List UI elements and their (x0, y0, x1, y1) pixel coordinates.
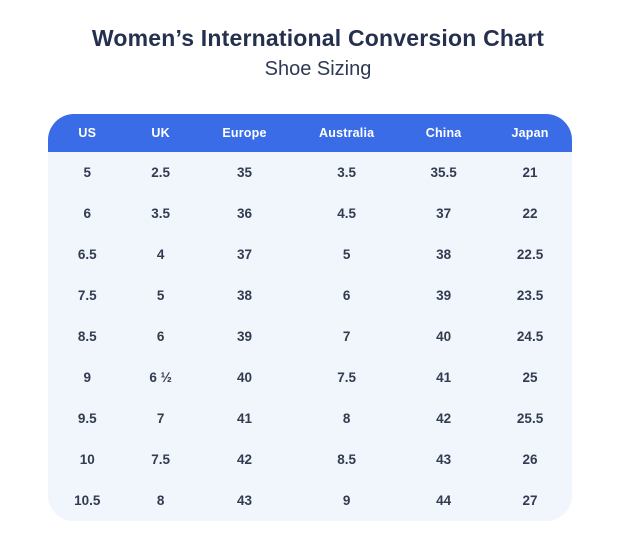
table-cell: 27 (488, 479, 572, 521)
table-row: 6 3.5 36 4.5 37 22 (48, 192, 572, 234)
table-row: 10 7.5 42 8.5 43 26 (48, 438, 572, 480)
table-cell: 37 (194, 233, 295, 275)
table-row: 7.5 5 38 6 39 23.5 (48, 274, 572, 316)
table-row: 5 2.5 35 3.5 35.5 21 (48, 151, 572, 193)
table-cell: 7.5 (126, 438, 195, 480)
table-cell: 35 (194, 151, 295, 193)
column-header-us: US (78, 125, 97, 140)
table-cell: 43 (194, 479, 295, 521)
column-header-europe: Europe (222, 125, 267, 140)
table-header-row: US UK Europe Australia China Japan (48, 113, 572, 152)
table-cell: 6 (48, 192, 127, 234)
table-cell: 7.5 (48, 274, 127, 316)
column-header-uk: UK (151, 125, 170, 140)
table-cell: 6 ½ (126, 356, 195, 398)
table-cell: 41 (194, 397, 295, 439)
table-cell: 4 (126, 233, 195, 275)
table-cell: 42 (194, 438, 295, 480)
table-cell: 40 (399, 315, 489, 357)
table-cell: 35.5 (399, 151, 489, 193)
table-row: 9.5 7 41 8 42 25.5 (48, 397, 572, 439)
table-cell: 24.5 (488, 315, 572, 357)
table-cell: 21 (488, 151, 572, 193)
conversion-table-card: US UK Europe Australia China Japan 5 2.5 35 3.5 3… (48, 113, 572, 521)
table-cell: 8.5 (294, 438, 400, 480)
table-cell: 6.5 (48, 233, 127, 275)
column-header-japan: Japan (511, 125, 549, 140)
table-cell: 8.5 (48, 315, 127, 357)
page-subtitle: Shoe Sizing (264, 57, 372, 80)
table-cell: 41 (399, 356, 489, 398)
table-cell: 8 (126, 479, 195, 521)
table-cell: 26 (488, 438, 572, 480)
table-cell: 4.5 (294, 192, 400, 234)
table-cell: 44 (399, 479, 489, 521)
table-cell: 40 (194, 356, 295, 398)
table-cell: 5 (126, 274, 195, 316)
table-cell: 8 (294, 397, 400, 439)
table-cell: 36 (194, 192, 295, 234)
table-cell: 10.5 (48, 479, 127, 521)
column-header-china: China (425, 125, 462, 140)
table-cell: 5 (294, 233, 400, 275)
table-cell: 25 (488, 356, 572, 398)
table-cell: 43 (399, 438, 489, 480)
table-cell: 6 (126, 315, 195, 357)
table-cell: 39 (194, 315, 295, 357)
table-row: 10.5 8 43 9 44 27 (48, 479, 572, 521)
table-cell: 9 (294, 479, 400, 521)
table-cell: 39 (399, 274, 489, 316)
table-cell: 23.5 (488, 274, 572, 316)
table-cell: 7 (126, 397, 195, 439)
table-cell: 37 (399, 192, 489, 234)
table-cell: 9 (48, 356, 127, 398)
table-cell: 22.5 (488, 233, 572, 275)
table-cell: 38 (399, 233, 489, 275)
conversion-table: US UK Europe Australia China Japan 5 2.5 35 3.5 3… (48, 113, 572, 521)
table-cell: 3.5 (126, 192, 195, 234)
table-cell: 6 (294, 274, 400, 316)
table-cell: 25.5 (488, 397, 572, 439)
table-cell: 7 (294, 315, 400, 357)
table-row: 8.5 6 39 7 40 24.5 (48, 315, 572, 357)
table-cell: 5 (48, 151, 127, 193)
table-cell: 7.5 (294, 356, 400, 398)
table-cell: 10 (48, 438, 127, 480)
page-title: Women’s International Conversion Chart (91, 25, 545, 51)
table-cell: 3.5 (294, 151, 400, 193)
column-header-australia: Australia (319, 125, 375, 140)
table-row: 6.5 4 37 5 38 22.5 (48, 233, 572, 275)
page-header: Women’s International Conversion Chart S… (0, 0, 636, 81)
table-cell: 9.5 (48, 397, 127, 439)
table-cell: 2.5 (126, 151, 195, 193)
table-cell: 22 (488, 192, 572, 234)
table-cell: 42 (399, 397, 489, 439)
table-cell: 38 (194, 274, 295, 316)
